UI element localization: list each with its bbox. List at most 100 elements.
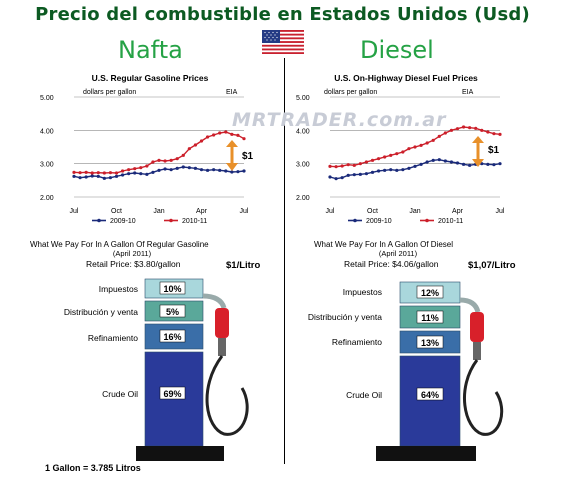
data-point [364, 172, 369, 176]
data-point [133, 171, 137, 175]
y-tick-label: 5.00 [40, 95, 54, 102]
data-point [340, 164, 344, 168]
pump-base [376, 446, 476, 461]
data-point [169, 168, 173, 172]
arrow-down-icon [472, 159, 484, 167]
data-point [127, 172, 131, 176]
x-tick-label: Oct [367, 208, 378, 215]
y-tick-label: 4.00 [296, 128, 310, 135]
data-point [492, 132, 496, 136]
data-point [72, 174, 76, 178]
data-point [468, 126, 472, 130]
data-point [352, 163, 356, 167]
y-tick-label: 4.00 [40, 128, 54, 135]
breakdown-value: 11% [421, 313, 439, 323]
data-point [230, 170, 234, 174]
data-point [133, 167, 137, 171]
data-point [102, 171, 106, 175]
data-point [193, 143, 198, 147]
breakdown-value: 13% [421, 338, 439, 348]
breakdown-bar-crude-oil: 64% [399, 355, 461, 447]
legend-marker [353, 218, 357, 223]
breakdown-date: (April 2011) [379, 249, 418, 258]
data-point [120, 173, 125, 177]
data-point [108, 171, 113, 175]
data-point [498, 132, 502, 136]
breakdown-value: 10% [163, 284, 181, 294]
data-point [443, 131, 447, 135]
data-point [114, 174, 119, 178]
price-gap-label: $1 [488, 145, 500, 156]
data-point [334, 165, 338, 169]
data-point [449, 160, 454, 164]
x-tick-label: Jul [240, 208, 249, 215]
data-point [358, 162, 362, 166]
data-point [236, 170, 240, 174]
data-point [413, 164, 417, 168]
x-tick-label: Apr [196, 208, 208, 215]
price-per-litre: $1/Litro [226, 260, 261, 271]
legend-marker [425, 218, 429, 223]
price-gap-label: $1 [242, 151, 254, 162]
data-point [486, 162, 490, 166]
pump-base [136, 446, 224, 461]
data-point [437, 134, 441, 138]
data-point [187, 166, 191, 170]
data-point [120, 169, 125, 173]
data-point [169, 158, 173, 162]
gallon-conversion-note: 1 Gallon = 3.785 Litros [45, 463, 141, 473]
data-point [376, 157, 381, 161]
x-tick-label: Oct [111, 208, 122, 215]
data-point [376, 169, 381, 173]
arrow-down-icon [226, 163, 238, 171]
data-point [157, 158, 161, 162]
breakdown-value: 69% [163, 389, 181, 399]
data-point [84, 175, 88, 179]
y-tick-label: 5.00 [296, 95, 310, 102]
diesel-heading: Diesel [360, 36, 434, 64]
x-tick-label: Jan [153, 208, 164, 215]
chart-title: U.S. On-Highway Diesel Fuel Prices [334, 73, 478, 83]
data-point [346, 173, 350, 177]
data-point [212, 168, 216, 172]
arrow-up-icon [472, 136, 484, 143]
data-point [443, 159, 447, 163]
data-point [474, 126, 478, 130]
data-point [431, 138, 435, 142]
data-point [461, 162, 466, 166]
breakdown-label: Impuestos [343, 287, 382, 297]
data-point [242, 169, 246, 173]
data-point [425, 141, 429, 145]
x-tick-label: Jul [326, 208, 335, 215]
data-point [145, 164, 149, 168]
data-point [218, 131, 222, 135]
data-point [334, 177, 338, 181]
price-gap-annotation: $1 [472, 136, 500, 167]
data-point [413, 145, 417, 149]
legend-marker [169, 218, 173, 223]
data-point [407, 166, 411, 170]
x-tick-label: Jul [496, 208, 505, 215]
data-point [498, 162, 502, 166]
data-point [175, 157, 179, 161]
data-point [401, 168, 405, 172]
breakdown-title: What We Pay For In A Gallon Of Regular G… [30, 240, 209, 249]
data-point [389, 153, 393, 157]
breakdown-bar-distribution: 11% [399, 305, 461, 329]
data-point [455, 161, 460, 165]
data-point [163, 167, 167, 171]
data-point [328, 175, 332, 179]
data-point [84, 170, 88, 174]
data-point [425, 160, 429, 164]
data-point [224, 169, 228, 173]
data-point [151, 170, 155, 174]
data-point [151, 160, 155, 164]
breakdown-label: Crude Oil [102, 389, 138, 399]
breakdown-value: 12% [421, 288, 439, 298]
breakdown-bar-distribution: 5% [144, 300, 204, 322]
data-point [431, 158, 435, 162]
data-point [163, 159, 167, 163]
data-point [78, 176, 82, 180]
us-flag-icon [262, 30, 304, 54]
data-point [395, 168, 399, 172]
